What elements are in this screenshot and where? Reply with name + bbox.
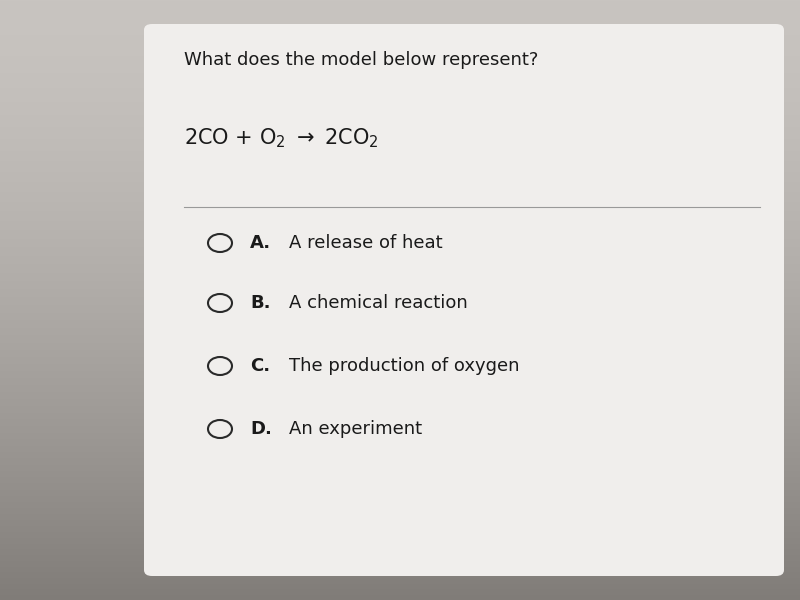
Text: An experiment: An experiment — [289, 420, 422, 438]
FancyBboxPatch shape — [144, 24, 784, 576]
Text: B.: B. — [250, 294, 271, 312]
Text: C.: C. — [250, 357, 270, 375]
Text: 2CO + O$_2$ $\rightarrow$ 2CO$_2$: 2CO + O$_2$ $\rightarrow$ 2CO$_2$ — [184, 126, 379, 149]
Text: The production of oxygen: The production of oxygen — [289, 357, 519, 375]
Text: What does the model below represent?: What does the model below represent? — [184, 51, 538, 69]
Text: A chemical reaction: A chemical reaction — [289, 294, 467, 312]
Text: D.: D. — [250, 420, 272, 438]
Text: A release of heat: A release of heat — [289, 234, 442, 252]
Text: A.: A. — [250, 234, 271, 252]
